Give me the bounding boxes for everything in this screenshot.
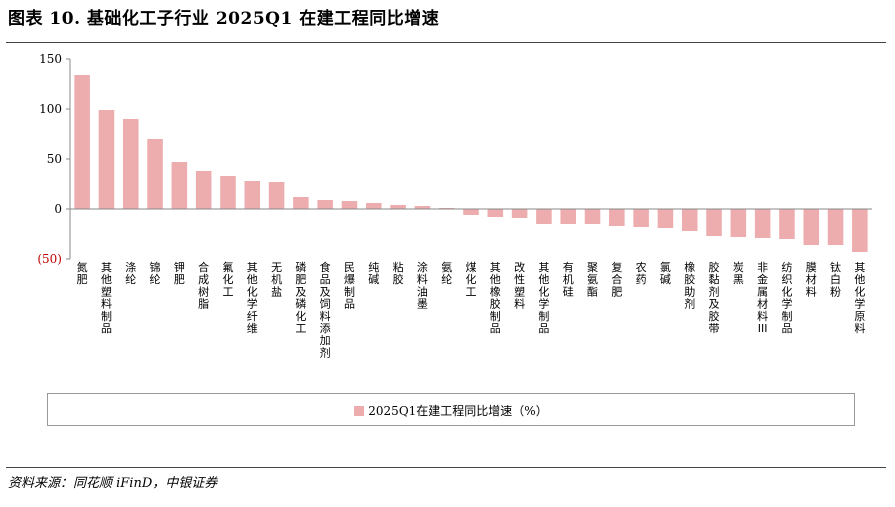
x-tick-label: 氮肥 — [77, 260, 88, 286]
bar — [633, 209, 649, 227]
x-tick-label: 无机盐 — [271, 261, 282, 298]
x-tick-label: 橡胶助剂 — [684, 261, 695, 311]
bar — [706, 209, 722, 236]
bar — [730, 209, 747, 237]
bar — [487, 209, 504, 217]
x-tick-label: 纺织化学制品 — [781, 260, 792, 335]
bar — [584, 209, 601, 224]
x-tick-label: 有机硅 — [563, 260, 574, 298]
figure-title: 图表 10. 基础化工子行业 2025Q1 在建工程同比增速 — [8, 9, 440, 29]
x-tick-label: 民爆制品 — [344, 261, 355, 311]
bar — [536, 209, 552, 224]
bar — [171, 162, 188, 209]
bar — [220, 176, 236, 209]
source-note: 资料来源：同花顺 iFinD，中银证券 — [8, 476, 218, 491]
bar — [803, 209, 820, 245]
x-tick-label: 农药 — [636, 260, 647, 286]
x-tick-label: 食品及饲料添加剂 — [320, 260, 331, 359]
x-tick-label: 其他化学原料 — [854, 261, 865, 335]
title-rule — [6, 42, 886, 43]
x-tick-label: 磷肥及磷化工 — [295, 261, 306, 335]
bar — [122, 119, 139, 209]
source-rule — [6, 467, 886, 468]
bar — [341, 201, 358, 209]
x-tick-label: 其他化学纤维 — [247, 261, 258, 335]
y-tick-label: 50 — [47, 152, 62, 166]
x-tick-label: 其他化学制品 — [538, 261, 549, 335]
bar — [463, 209, 479, 215]
bar — [779, 209, 795, 239]
x-tick-label: 其他橡胶制品 — [490, 261, 501, 335]
x-tick-label: 钾肥 — [174, 260, 185, 286]
x-tick-label: 改性塑料 — [514, 260, 525, 311]
bar — [195, 171, 212, 209]
bar — [390, 205, 406, 209]
x-tick-label: 钛白粉 — [830, 260, 841, 298]
legend-label: 2025Q1在建工程同比增速（%） — [368, 404, 548, 418]
x-tick-label: 胶黏剂及胶带 — [709, 260, 720, 335]
bar — [827, 209, 844, 245]
x-tick-label: 锦纶 — [150, 260, 161, 286]
bar — [414, 206, 431, 209]
bar — [609, 209, 625, 226]
x-tick-label: 涤纶 — [125, 260, 136, 286]
bar — [657, 209, 674, 228]
bar — [268, 182, 285, 209]
bar — [317, 200, 333, 209]
x-tick-label: 炭黑 — [733, 261, 744, 286]
bar — [98, 110, 115, 209]
bar — [366, 203, 382, 209]
y-tick-label: (50) — [37, 252, 62, 266]
bar — [681, 209, 698, 231]
legend-swatch — [354, 406, 365, 416]
x-tick-label: 氟化工 — [222, 261, 233, 298]
x-tick-label: 合成树脂 — [198, 260, 209, 311]
y-tick-label: 0 — [54, 202, 62, 216]
chart-legend: 2025Q1在建工程同比增速（%） — [47, 393, 855, 426]
x-tick-label: 氨纶 — [441, 261, 452, 286]
x-tick-label: 聚氨酯 — [587, 261, 598, 298]
y-tick-label: 100 — [39, 102, 62, 116]
x-tick-label: 膜材料 — [806, 261, 817, 298]
x-tick-label: 涂料油墨 — [417, 260, 428, 311]
bar — [511, 209, 528, 218]
bar — [754, 209, 771, 238]
x-tick-label: 煤化工 — [466, 261, 477, 298]
x-tick-label: 非金属材料 III — [757, 261, 768, 335]
x-tick-label: 粘胶 — [393, 260, 404, 286]
x-tick-label: 纯碱 — [368, 261, 379, 286]
y-tick-label: 150 — [39, 52, 62, 66]
bar — [852, 209, 868, 252]
x-tick-label: 其他塑料制品 — [101, 261, 112, 335]
x-tick-label: 氯碱 — [660, 260, 671, 286]
bar — [147, 139, 163, 209]
x-tick-label: 复合肥 — [611, 260, 622, 298]
bar — [244, 181, 261, 209]
bar — [74, 75, 90, 209]
bar — [293, 197, 309, 209]
bar — [560, 209, 576, 224]
